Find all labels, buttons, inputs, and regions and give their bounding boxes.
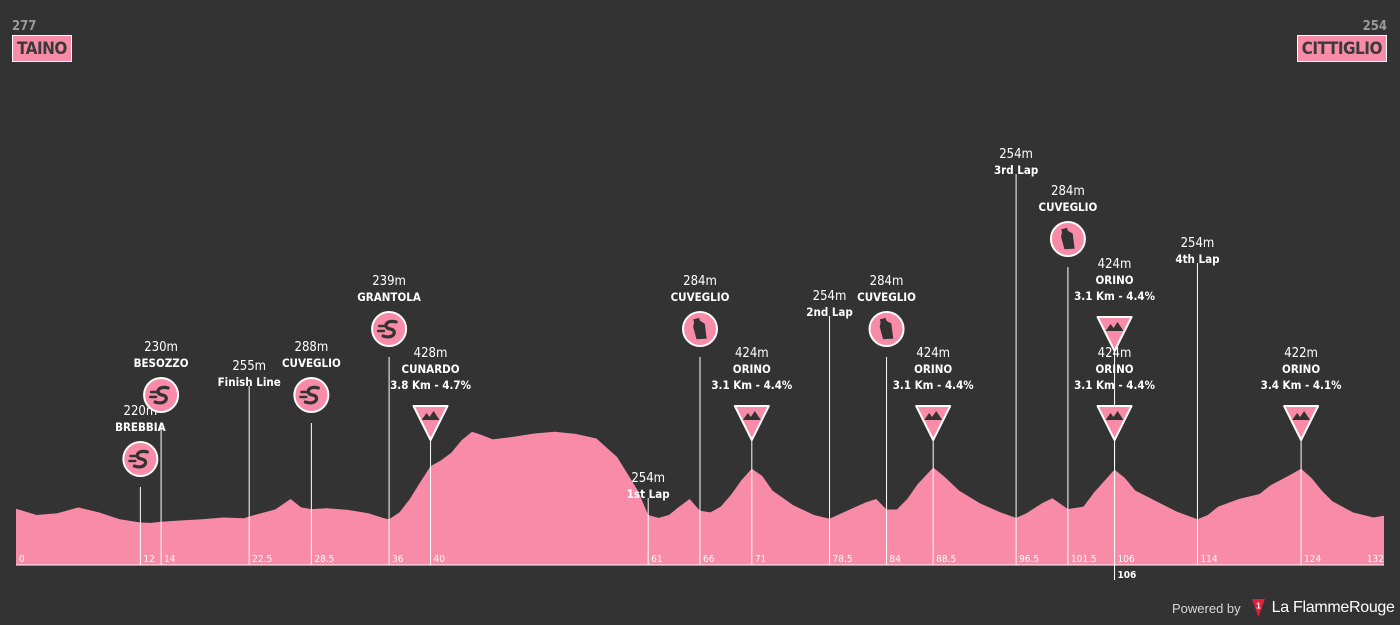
tick-label: 88.5 <box>936 554 956 565</box>
finish-location: 254 CITTIGLIO <box>1296 19 1387 62</box>
marker-name: GRANTOLA <box>357 290 421 304</box>
finish-altitude: 254 <box>1362 19 1387 34</box>
start-location: 277 TAINO <box>12 20 72 62</box>
tick-label: 132 <box>1367 554 1384 565</box>
marker-altitude: 254m <box>999 147 1033 162</box>
marker-detail: 3.1 Km - 4.4% <box>711 378 793 392</box>
tick-label: 101.5 <box>1071 554 1097 565</box>
marker-altitude: 288m <box>295 340 329 355</box>
marker-altitude: 424m <box>1098 346 1132 361</box>
finish-name: CITTIGLIO <box>1296 35 1387 62</box>
marker-name: CUVEGLIO <box>1039 200 1098 214</box>
marker-altitude: 424m <box>1098 257 1132 272</box>
start-name: TAINO <box>12 35 72 62</box>
climb-icon <box>1096 405 1133 441</box>
marker-name: 3rd Lap <box>994 163 1038 177</box>
marker-name: ORINO <box>1096 273 1134 287</box>
tick-label: 40 <box>434 554 446 565</box>
tick-label: 114 <box>1200 554 1217 565</box>
marker-altitude: 255m <box>232 359 266 374</box>
tick-label: 71 <box>755 554 766 565</box>
tick-label: 78.5 <box>833 554 853 565</box>
marker-name: BREBBIA <box>115 420 166 434</box>
marker-name: BESOZZO <box>134 356 189 370</box>
tick-label: 96.5 <box>1019 554 1039 565</box>
marker-altitude: 284m <box>1051 184 1085 199</box>
marker-name: ORINO <box>914 362 952 376</box>
tick-label: 36 <box>392 554 404 565</box>
marker-name: ORINO <box>1282 362 1320 376</box>
powered-by: Powered by 1 La FlammeRouge <box>1172 598 1395 618</box>
start-altitude: 277 <box>12 19 37 34</box>
marker-altitude: 284m <box>683 274 717 289</box>
flamme-rouge-logo-icon: 1 <box>1251 599 1265 617</box>
tick-label: 61 <box>651 554 662 565</box>
climb-icon <box>1283 405 1320 441</box>
marker-altitude: 422m <box>1284 346 1318 361</box>
marker-altitude: 254m <box>813 289 847 304</box>
powered-by-label: Powered by <box>1172 600 1241 616</box>
tick-label: 84 <box>890 554 902 565</box>
brand-name: La FlammeRouge <box>1271 599 1395 616</box>
marker-detail: 3.1 Km - 4.4% <box>1074 378 1156 392</box>
marker-name: 4th Lap <box>1175 252 1219 266</box>
marker-name: ORINO <box>1096 362 1134 376</box>
marker-altitude: 230m <box>144 340 178 355</box>
marker-name: CUVEGLIO <box>671 290 730 304</box>
tick-label: 106 <box>1118 570 1137 581</box>
marker-name: 1st Lap <box>627 487 670 501</box>
brand-number: 1 <box>1256 602 1261 611</box>
distance-ticks: 0 12 14 22.5 28.5 36 40 61 66 71 78.5 84 88.5 96.5 101… <box>19 554 1384 581</box>
marker-altitude: 428m <box>414 346 448 361</box>
marker-altitude: 239m <box>372 274 406 289</box>
tick-label: 12 <box>143 554 154 565</box>
marker-altitude: 254m <box>631 471 665 486</box>
tick-label: 106 <box>1118 554 1135 565</box>
marker-altitude: 284m <box>870 274 904 289</box>
marker-altitude: 424m <box>735 346 769 361</box>
marker-name: Finish Line <box>218 375 281 389</box>
marker-detail: 3.8 Km - 4.7% <box>390 378 472 392</box>
marker-name: CUVEGLIO <box>857 290 916 304</box>
marker-altitude: 424m <box>916 346 950 361</box>
marker-name: CUVEGLIO <box>282 356 341 370</box>
elevation-profile-area <box>16 431 1384 565</box>
marker-name: ORINO <box>733 362 771 376</box>
climb-icon <box>412 405 449 441</box>
marker-detail: 3.4 Km - 4.1% <box>1261 378 1343 392</box>
marker-altitude: 254m <box>1181 236 1215 251</box>
climb-icon <box>733 405 770 441</box>
climb-icon <box>1096 316 1133 352</box>
tick-label: 124 <box>1304 554 1321 565</box>
tick-label: 66 <box>703 554 715 565</box>
climb-icon <box>915 405 952 441</box>
marker-detail: 3.1 Km - 4.4% <box>1074 289 1156 303</box>
marker-name: CUNARDO <box>402 362 460 376</box>
tick-label: 14 <box>164 554 176 565</box>
marker-name: 2nd Lap <box>806 305 853 319</box>
tick-label: 22.5 <box>252 554 272 565</box>
tick-label: 0 <box>19 554 25 565</box>
marker-detail: 3.1 Km - 4.4% <box>893 378 975 392</box>
tick-label: 28.5 <box>314 554 334 565</box>
